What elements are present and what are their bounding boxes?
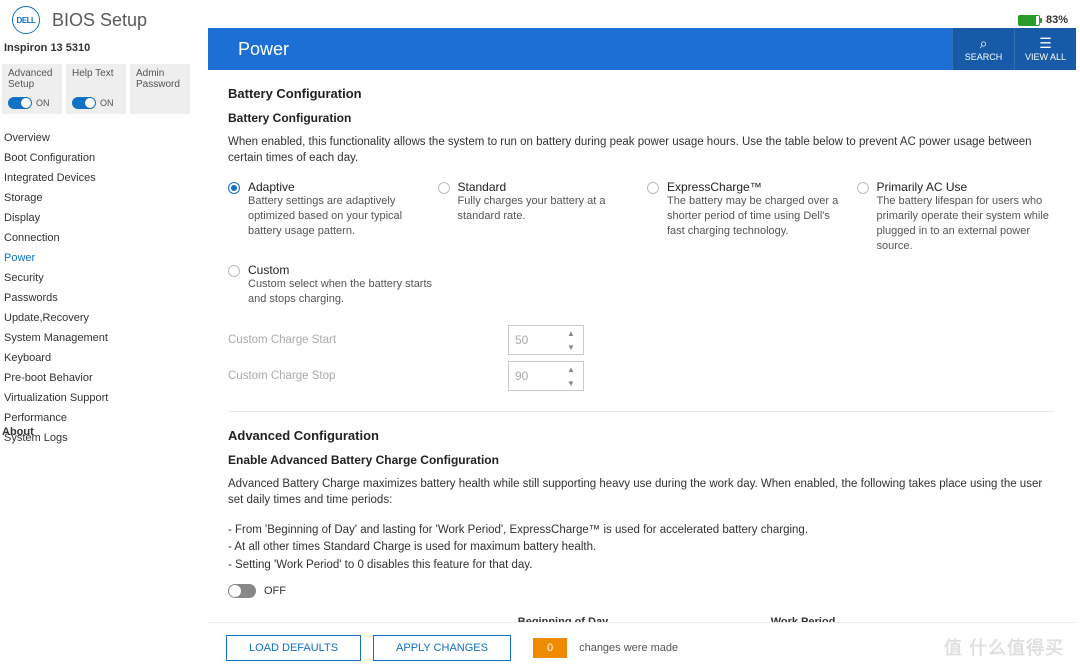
sidebar-item-overview[interactable]: Overview (2, 128, 206, 148)
list-icon: ☰ (1039, 36, 1052, 50)
sidebar-item-boot-configuration[interactable]: Boot Configuration (2, 148, 206, 168)
radio-description: Fully charges your battery at a standard… (458, 194, 636, 224)
radio-primarily-ac-use[interactable]: Primarily AC Use The battery lifespan fo… (857, 180, 1055, 253)
sidebar-item-system-management[interactable]: System Management (2, 328, 206, 348)
radio-adaptive[interactable]: Adaptive Battery settings are adaptively… (228, 180, 426, 253)
sidebar-item-performance[interactable]: Performance (2, 408, 206, 428)
sidebar-item-storage[interactable]: Storage (2, 188, 206, 208)
sidebar-item-passwords[interactable]: Passwords (2, 288, 206, 308)
tile-label: Advanced (8, 68, 52, 79)
section2-subheading: Enable Advanced Battery Charge Configura… (228, 453, 1054, 467)
sidebar-item-keyboard[interactable]: Keyboard (2, 348, 206, 368)
radio-description: Battery settings are adaptively optimize… (248, 194, 426, 239)
search-icon: ⌕ (980, 36, 988, 50)
tile-help-text[interactable]: Help Text ON (66, 64, 126, 114)
custom-charge-stop-stepper[interactable]: ▲▼ (508, 361, 584, 391)
load-defaults-button[interactable]: LOAD DEFAULTS (226, 635, 361, 661)
section2-description: Advanced Battery Charge maximizes batter… (228, 477, 1054, 508)
section2-heading: Advanced Configuration (228, 428, 1054, 443)
watermark: 值 什么值得买 (944, 634, 1064, 660)
section-title: Power (238, 39, 289, 60)
changes-count-badge: 0 (533, 638, 567, 658)
radio-expresscharge-[interactable]: ExpressCharge™ The battery may be charge… (647, 180, 845, 253)
sidebar-item-update-recovery[interactable]: Update,Recovery (2, 308, 206, 328)
tile-advanced[interactable]: AdvancedSetup ON (2, 64, 62, 114)
sidebar-item-connection[interactable]: Connection (2, 228, 206, 248)
view-all-button[interactable]: ☰ VIEW ALL (1014, 28, 1076, 70)
radio-label: Standard (458, 180, 636, 194)
stepper-down-icon[interactable]: ▼ (559, 340, 583, 354)
sidebar-item-power[interactable]: Power (2, 248, 206, 268)
bullet-text: - At all other times Standard Charge is … (228, 539, 1054, 556)
radio-icon (857, 182, 869, 194)
custom-charge-stop-label: Custom Charge Stop (228, 370, 508, 382)
search-button[interactable]: ⌕ SEARCH (952, 28, 1014, 70)
advanced-charge-toggle[interactable]: OFF (228, 584, 1054, 598)
radio-icon (647, 182, 659, 194)
radio-icon (438, 182, 450, 194)
stepper-down-icon[interactable]: ▼ (559, 376, 583, 390)
radio-icon (228, 182, 240, 194)
battery-icon (1018, 15, 1040, 26)
section1-heading: Battery Configuration (228, 86, 1054, 101)
tile-label: Help Text (72, 68, 114, 79)
toggle-on-icon[interactable] (72, 97, 96, 109)
changes-text: changes were made (579, 642, 678, 654)
toggle-state-label: ON (100, 98, 114, 108)
tile-label2: Setup (8, 79, 56, 90)
tile-label2: Password (136, 79, 184, 90)
radio-description: The battery lifespan for users who prima… (877, 194, 1055, 253)
custom-charge-start-stepper[interactable]: ▲▼ (508, 325, 584, 355)
tile-label: Admin (136, 68, 164, 79)
bullet-text: - From 'Beginning of Day' and lasting fo… (228, 522, 1054, 539)
custom-charge-start-input[interactable] (509, 326, 559, 354)
toggle-off-label: OFF (264, 585, 286, 597)
sidebar-item-virtualization-support[interactable]: Virtualization Support (2, 388, 206, 408)
bullet-text: - Setting 'Work Period' to 0 disables th… (228, 557, 1054, 574)
radio-icon (228, 265, 240, 277)
battery-percent: 83% (1046, 14, 1068, 26)
radio-label: Primarily AC Use (877, 180, 1055, 194)
about-link[interactable]: About (2, 426, 34, 438)
dell-logo: DELL (12, 6, 40, 34)
toggle-off-icon (228, 584, 256, 598)
model-label: Inspiron 13 5310 (2, 42, 206, 64)
toggle-on-icon[interactable] (8, 97, 32, 109)
custom-charge-stop-input[interactable] (509, 362, 559, 390)
sidebar-nav: OverviewBoot ConfigurationIntegrated Dev… (2, 128, 206, 448)
radio-standard[interactable]: Standard Fully charges your battery at a… (438, 180, 636, 253)
section1-subheading: Battery Configuration (228, 111, 1054, 125)
tile-admin[interactable]: AdminPassword (130, 64, 190, 114)
stepper-up-icon[interactable]: ▲ (559, 326, 583, 340)
radio-custom[interactable]: Custom Custom select when the battery st… (228, 263, 448, 307)
radio-description: The battery may be charged over a shorte… (667, 194, 845, 239)
sidebar-item-display[interactable]: Display (2, 208, 206, 228)
custom-charge-start-label: Custom Charge Start (228, 334, 508, 346)
sidebar-item-security[interactable]: Security (2, 268, 206, 288)
main-content: Battery Configuration Battery Configurat… (208, 70, 1076, 622)
radio-description: Custom select when the battery starts an… (248, 277, 448, 307)
radio-label: ExpressCharge™ (667, 180, 845, 194)
sidebar-item-integrated-devices[interactable]: Integrated Devices (2, 168, 206, 188)
section1-description: When enabled, this functionality allows … (228, 135, 1054, 166)
stepper-up-icon[interactable]: ▲ (559, 362, 583, 376)
radio-label: Custom (248, 263, 448, 277)
section-header: Power ⌕ SEARCH ☰ VIEW ALL (208, 28, 1076, 70)
page-title: BIOS Setup (52, 10, 147, 31)
toggle-state-label: ON (36, 98, 50, 108)
sidebar-item-pre-boot-behavior[interactable]: Pre-boot Behavior (2, 368, 206, 388)
radio-label: Adaptive (248, 180, 426, 194)
apply-changes-button[interactable]: APPLY CHANGES (373, 635, 511, 661)
